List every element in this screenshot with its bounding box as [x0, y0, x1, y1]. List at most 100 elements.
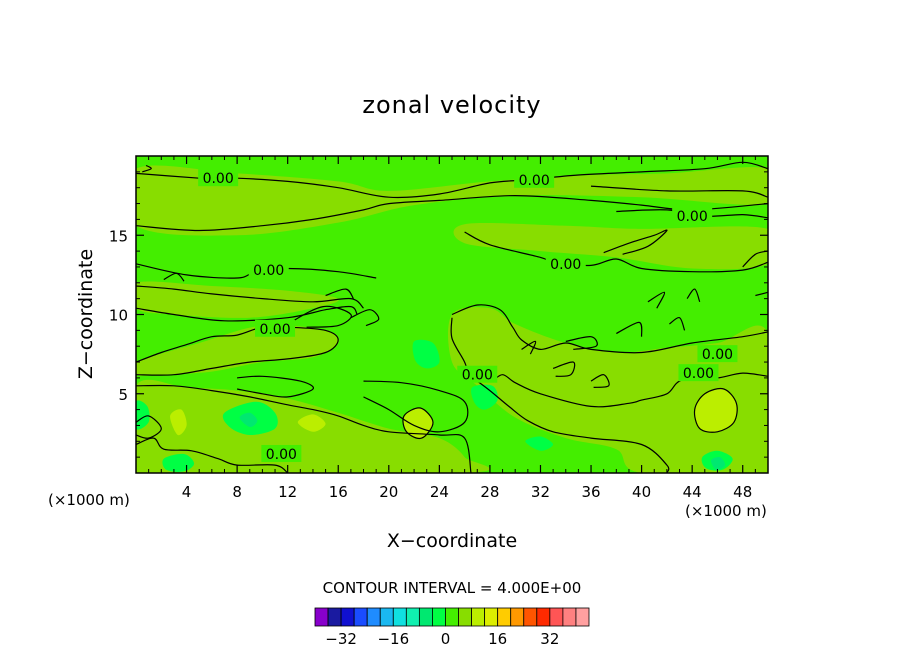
colorbar-tick-labels: −32 −16 0 16 32 — [325, 630, 559, 648]
contour-line-18 — [693, 387, 738, 433]
region-neg-10 — [412, 339, 440, 369]
x-tick-label: 20 — [379, 483, 398, 501]
contour-label-0: 0.00 — [203, 171, 234, 187]
contour-line-20 — [521, 340, 537, 355]
contour-label-1: 0.00 — [519, 173, 550, 189]
colorbar-swatch-4 — [366, 607, 381, 627]
contour-label-bg-1 — [514, 170, 555, 188]
x-tick-label: 36 — [581, 483, 600, 501]
contour-line-3 — [136, 194, 768, 232]
contour-line-11 — [451, 304, 768, 354]
contour-label-bg-6 — [697, 345, 738, 363]
contour-label-bg-7 — [678, 364, 719, 382]
x-unit-left: (×1000 m) — [48, 491, 130, 509]
x-tick-label: 32 — [531, 483, 550, 501]
contour-line-1 — [590, 185, 768, 198]
colorbar-swatch-1 — [327, 607, 342, 627]
contour-line-30 — [136, 437, 289, 473]
colorbar-swatch-3 — [353, 607, 368, 627]
contour-line-16 — [363, 380, 469, 433]
colorbar-swatch-17 — [536, 607, 551, 627]
contour-label-bg-9 — [261, 444, 302, 462]
contour-line-22 — [590, 374, 610, 388]
contour-line-5 — [464, 231, 768, 273]
contour-label-bg-4 — [545, 254, 586, 272]
contour-label-4: 0.00 — [550, 257, 581, 273]
colorbar-swatch-6 — [392, 607, 407, 627]
contour-line-10 — [350, 309, 380, 327]
contour-line-24 — [616, 321, 643, 337]
contour-line-17 — [476, 380, 670, 473]
contour-line-34 — [325, 288, 354, 299]
region-pos-6 — [694, 388, 738, 433]
contour-line-27 — [686, 288, 701, 303]
x-unit-right: (×1000 m) — [685, 502, 767, 520]
colorbar-swatch-12 — [471, 607, 486, 627]
contour-line-6 — [603, 229, 668, 255]
region-pos-8 — [170, 409, 187, 436]
y-tick-label: 10 — [109, 307, 128, 325]
colorbar-swatch-7 — [405, 607, 420, 627]
x-tick-label: 44 — [683, 483, 702, 501]
colorbar-swatch-19 — [562, 607, 577, 627]
contour-line-32 — [142, 164, 152, 173]
contour-line-19 — [402, 407, 434, 440]
plot-area: 0.00 0.000.000.00 0.000.000.000.000.000.00… — [109, 155, 769, 501]
x-tick-label: 4 — [182, 483, 192, 501]
colorbar-swatch-0 — [314, 607, 329, 627]
colorbar-tick-label: −32 — [325, 630, 357, 648]
x-tick-label: 8 — [232, 483, 242, 501]
contour-line-33 — [163, 272, 185, 282]
x-tick-label: 40 — [632, 483, 651, 501]
y-tick-label: 5 — [118, 386, 128, 404]
contour-line-26 — [669, 317, 686, 331]
colorbar-tick-label: 32 — [540, 630, 559, 648]
colorbar-swatch-8 — [418, 607, 433, 627]
contour-label-bg-3 — [248, 261, 289, 279]
colorbar-tick-label: 16 — [488, 630, 507, 648]
colorbar-swatch-5 — [379, 607, 394, 627]
region-pos-1 — [453, 223, 768, 270]
colorbar-swatch-14 — [497, 607, 512, 627]
colorbar-tick-label: −16 — [377, 630, 409, 648]
contour-label-bg-8 — [457, 365, 498, 383]
contour-label-8: 0.00 — [462, 368, 493, 384]
colorbar-swatch-9 — [432, 607, 446, 627]
region-pos-7 — [402, 407, 434, 439]
contour-label-bg-0 — [198, 169, 239, 187]
contour-label-2: 0.00 — [677, 209, 708, 225]
y-axis-label: Z−coordinate — [75, 249, 97, 379]
x-tick-label: 16 — [329, 483, 348, 501]
contour-line-25 — [647, 291, 666, 309]
region-pos-0 — [136, 165, 768, 236]
contour-label-9: 0.00 — [266, 447, 297, 463]
region-neg-16 — [136, 400, 150, 430]
contour-line-9 — [287, 305, 352, 328]
region-pos-9 — [297, 414, 326, 432]
x-axis-label: X−coordinate — [387, 530, 517, 552]
contour-line-23 — [565, 336, 598, 350]
y-tick-label: 15 — [109, 227, 128, 245]
colorbar-swatch-15 — [510, 607, 525, 627]
contour-label-bg-2 — [672, 207, 713, 225]
colorbar-swatch-20 — [575, 607, 590, 627]
x-tick-label: 24 — [430, 483, 449, 501]
region-neg-17 — [711, 456, 726, 470]
contour-label-6: 0.00 — [702, 347, 733, 363]
colorbar-swatch-16 — [523, 607, 538, 627]
contour-line-21 — [552, 361, 576, 377]
region-neg-13 — [525, 436, 554, 451]
contour-line-7 — [136, 285, 364, 309]
contour-label-3: 0.00 — [253, 263, 284, 279]
filled-regions — [136, 165, 768, 473]
x-tick-label: 12 — [278, 483, 297, 501]
contour-label-7: 0.00 — [683, 366, 714, 382]
x-axis-ticks: 4 8 12 16 20 24 28 32 36 40 44 48 — [148, 156, 756, 501]
region-neg-18 — [239, 412, 258, 428]
contour-labels: 0.00 0.00 0.00 0.00 0.00 0.00 0.00 0.00 0.00 0.00 — [198, 169, 738, 463]
colorbar-swatch-13 — [484, 607, 499, 627]
colorbar-swatch-10 — [445, 607, 459, 627]
contour-label-5: 0.00 — [259, 322, 290, 338]
contour-line-15 — [236, 375, 315, 398]
contour-interval-text: CONTOUR INTERVAL = 4.000E+00 — [323, 579, 582, 597]
